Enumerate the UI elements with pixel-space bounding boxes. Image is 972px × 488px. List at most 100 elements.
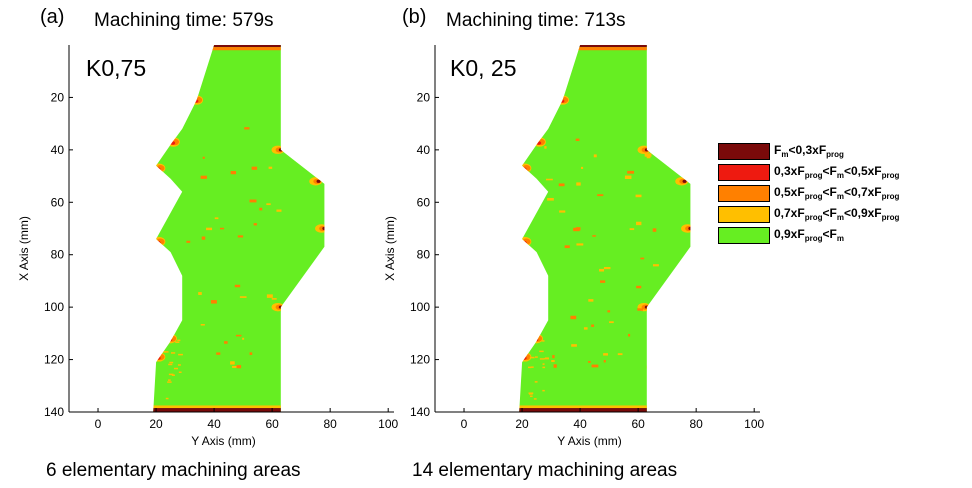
feed-rate-spot <box>588 361 591 363</box>
feed-rate-spot <box>603 266 611 270</box>
feed-rate-spot <box>521 240 527 245</box>
feed-rate-spot <box>533 398 537 400</box>
feed-rate-spot <box>591 364 599 368</box>
chart-a: 20 40 60 80 100 120 140 0 20 40 60 80 100 Y Axis (mm)… <box>17 45 399 448</box>
feed-rate-spot <box>570 315 577 320</box>
x-tick-label: 40 <box>573 417 587 431</box>
feed-rate-spot <box>168 373 174 376</box>
feed-rate-spot <box>636 285 642 289</box>
feed-rate-spot <box>533 189 546 200</box>
feed-rate-spot <box>156 165 165 172</box>
feed-rate-spot <box>627 170 635 174</box>
feed-rate-spot <box>545 178 553 181</box>
feed-rate-spot <box>653 308 658 312</box>
feed-rate-spot <box>600 280 606 283</box>
legend-label: 0,7xFprog<Fm<0,9xFprog <box>774 206 900 222</box>
feed-rate-spot <box>646 305 660 314</box>
feed-rate-spot <box>200 324 205 326</box>
feed-rate-spot <box>547 197 554 201</box>
y-tick-label: 140 <box>44 405 64 419</box>
y-tick-label: 100 <box>44 300 64 314</box>
panel-b-annotation: K0, 25 <box>450 55 517 81</box>
x-tick-label: 80 <box>689 417 703 431</box>
y-tick-label: 40 <box>417 143 431 157</box>
y-axis-label: X Axis (mm) <box>17 216 31 281</box>
feed-rate-spot <box>688 226 691 231</box>
feed-rate-spot <box>266 294 273 298</box>
feed-rate-spot <box>164 339 167 342</box>
feed-rate-spot <box>544 357 549 359</box>
feed-rate-spot <box>624 175 632 180</box>
feed-rate-spot <box>535 193 542 198</box>
feed-rate-spot <box>576 243 584 246</box>
feed-rate-spot <box>544 146 547 149</box>
feed-rate-spot <box>535 141 542 145</box>
feed-rate-spot <box>603 360 606 363</box>
feed-rate-spot <box>164 351 169 353</box>
feed-rate-spot <box>650 307 658 313</box>
y-tick-label: 100 <box>410 300 430 314</box>
top-edge-band <box>519 47 662 51</box>
feed-rate-spot <box>591 324 595 327</box>
y-tick-label: 60 <box>51 195 65 209</box>
feed-rate-spot <box>599 268 605 272</box>
bottom-edge-band <box>519 405 662 409</box>
feed-rate-spot <box>287 308 292 312</box>
feed-rate-spot <box>236 365 242 369</box>
feed-rate-spot <box>156 238 165 245</box>
x-tick-label: 0 <box>95 417 102 431</box>
feed-rate-spot <box>200 175 207 179</box>
feed-rate-spot <box>232 365 238 368</box>
feed-rate-spot <box>170 352 176 354</box>
panel-a-title: Machining time: 579s <box>94 10 274 31</box>
feed-rate-spot <box>534 356 538 358</box>
feed-rate-spot <box>637 308 643 311</box>
feed-rate-spot <box>682 179 687 183</box>
top-edge-band <box>153 45 296 48</box>
feed-rate-spot <box>646 155 651 159</box>
feed-rate-spot <box>530 334 534 336</box>
feed-rate-spot <box>168 379 171 381</box>
top-edge-band <box>153 47 296 51</box>
feed-rate-spot <box>588 299 594 302</box>
feed-rate-spot <box>169 193 176 198</box>
feed-rate-spot <box>530 366 534 368</box>
feed-rate-spot <box>542 340 545 342</box>
legend: Fm<0,3xFprog 0,3xFprog<Fm<0,5xFprog 0,5xFp… <box>718 141 899 246</box>
feed-rate-spot <box>652 228 657 232</box>
feed-rate-spot <box>259 207 263 211</box>
feed-rate-spot <box>635 194 642 198</box>
feed-rate-spot <box>592 235 596 237</box>
feed-rate-spot <box>609 321 614 324</box>
feed-rate-spot <box>521 356 527 360</box>
feed-rate-spot <box>636 221 642 226</box>
legend-label: Fm<0,3xFprog <box>774 143 844 159</box>
feed-rate-spot <box>646 365 651 369</box>
feed-rate-spot <box>593 154 597 158</box>
x-tick-label: 80 <box>323 417 337 431</box>
feed-rate-spot <box>266 203 271 206</box>
feed-rate-spot <box>198 292 202 295</box>
feed-rate-spot <box>167 381 172 383</box>
feed-rate-spot <box>533 335 543 342</box>
feed-rate-spot <box>244 127 250 130</box>
feed-rate-spot <box>628 333 631 337</box>
feed-rate-spot <box>177 364 181 366</box>
feed-rate-spot <box>234 284 241 288</box>
feed-rate-spot <box>271 298 277 300</box>
feed-rate-spot <box>522 165 531 172</box>
feed-rate-spot <box>536 191 545 198</box>
feed-rate-spot <box>580 166 584 169</box>
feed-rate-spot <box>155 167 161 172</box>
machined-part-shape <box>153 45 325 412</box>
feed-rate-spot <box>201 236 206 240</box>
x-tick-label: 20 <box>515 417 529 431</box>
panel-a-annotation: K0,75 <box>86 55 147 81</box>
feed-rate-spot <box>177 339 181 342</box>
feed-rate-spot <box>156 353 165 361</box>
feed-rate-spot <box>169 141 176 145</box>
panel-b-caption: 14 elementary machining areas <box>412 460 678 481</box>
bottom-edge-band <box>153 408 296 412</box>
legend-label: 0,5xFprog<Fm<0,7xFprog <box>774 185 900 201</box>
legend-item: 0,3xFprog<Fm<0,5xFprog <box>718 162 899 183</box>
